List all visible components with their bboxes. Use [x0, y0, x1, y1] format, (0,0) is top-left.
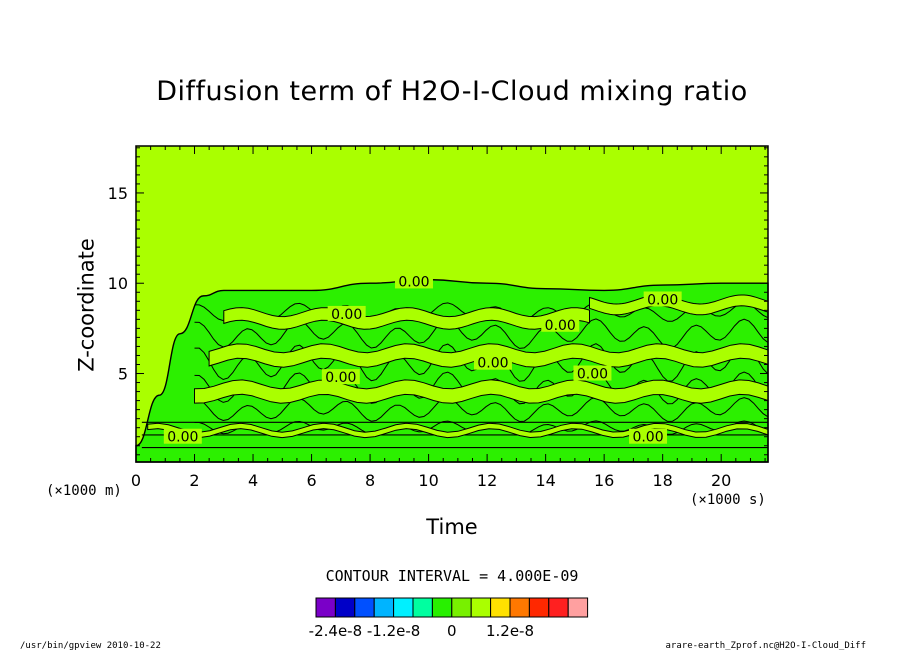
x-tick-label: 12	[477, 471, 497, 490]
contour-label: 0.00	[331, 307, 362, 323]
contour-label-bg	[629, 428, 668, 444]
x-axis-unit: (×1000 s)	[690, 492, 766, 508]
colorbar-tick-label: -2.4e-8	[309, 622, 362, 640]
colorbar-swatch	[567, 597, 589, 618]
x-tick-label: 8	[365, 471, 375, 490]
contour-field	[135, 146, 769, 463]
y-axis-unit: (×1000 m)	[46, 483, 122, 499]
y-tick-label: 15	[108, 184, 128, 203]
plot-frame	[135, 145, 769, 463]
contour-label: 0.00	[477, 356, 508, 372]
colorbar-swatch	[393, 597, 414, 618]
colorbar-swatch	[490, 597, 511, 618]
footer-left-text: /usr/bin/gpview 2010-10-22	[20, 641, 161, 651]
contour-label: 0.00	[167, 430, 198, 446]
x-tick-label: 4	[248, 471, 258, 490]
contour-label: 0.00	[577, 367, 608, 383]
plot-border	[135, 145, 769, 463]
contour-label-bg	[394, 273, 433, 289]
contour-label-bg	[473, 354, 512, 370]
x-tick-label: 6	[306, 471, 316, 490]
colorbar-swatch	[528, 597, 550, 618]
x-tick-label: 2	[189, 471, 199, 490]
x-tick-label: 14	[535, 471, 555, 490]
footer-right-text: arare-earth_Zprof.nc@H2O-I-Cloud_Diff	[665, 641, 866, 651]
colorbar-swatch	[334, 597, 356, 618]
contour-label: 0.00	[325, 370, 356, 386]
colorbar-swatch	[373, 597, 395, 618]
x-axis-label: Time	[426, 515, 478, 539]
colorbar: -2.4e-8 -1.2e-8 0 1.2e-8	[309, 597, 589, 640]
x-tick-label: 0	[131, 471, 141, 490]
contour-label: 0.00	[632, 430, 663, 446]
x-axis-ticks: 0 2 4 6 8 10 12 14 16 18 20	[131, 146, 766, 490]
colorbar-swatch	[431, 597, 453, 618]
colorbar-tick-label: 1.2e-8	[486, 622, 534, 640]
x-tick-label: 16	[594, 471, 614, 490]
x-tick-label: 18	[652, 471, 672, 490]
contour-label-bg	[327, 305, 366, 321]
contour-label-bg	[541, 316, 580, 332]
colorbar-swatch	[470, 597, 492, 618]
colorbar-tick-label: -1.2e-8	[367, 622, 420, 640]
y-tick-label: 5	[118, 365, 128, 384]
contour-label: 0.00	[545, 318, 576, 334]
y-tick-label: 10	[108, 274, 128, 293]
contour-interval-text: CONTOUR INTERVAL = 4.000E-09	[325, 567, 579, 585]
colorbar-swatch	[451, 597, 472, 618]
contour-label-bg	[321, 369, 360, 385]
contour-label: 0.00	[647, 292, 678, 308]
contour-label-bg	[573, 365, 612, 381]
colorbar-swatch	[354, 597, 375, 618]
colorbar-swatch	[412, 597, 433, 618]
chart-title: Diffusion term of H2O-I-Cloud mixing rat…	[156, 76, 748, 107]
contour-label-bg	[163, 428, 202, 444]
x-tick-label: 20	[711, 471, 731, 490]
y-axis-ticks: 5 10 15	[108, 147, 768, 456]
contour-label-bg	[643, 291, 682, 307]
colorbar-swatch	[509, 597, 530, 618]
colorbar-swatch	[315, 597, 336, 618]
x-tick-label: 10	[418, 471, 438, 490]
colorbar-tick-label: 0	[447, 622, 457, 640]
contour-labels: 0.00 0.00 0.00 0.00 0.00 0.00 0.00 0.00 0.00	[163, 273, 682, 446]
contour-label: 0.00	[398, 274, 429, 290]
colorbar-swatch	[548, 597, 569, 618]
